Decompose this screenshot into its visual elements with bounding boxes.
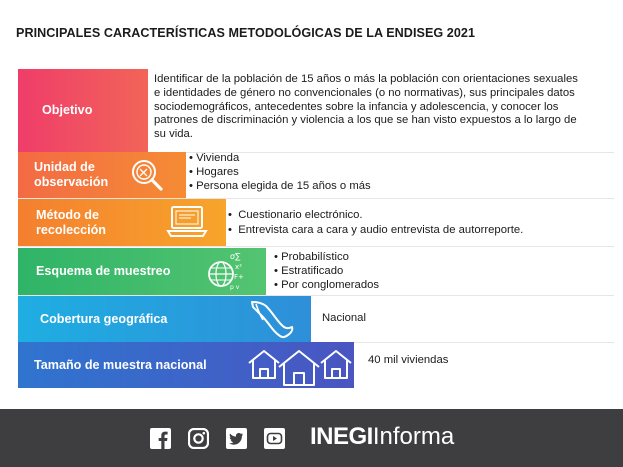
globe-formulas-icon: σ∑ x² F+ p v [208, 252, 244, 291]
row-divider [18, 152, 614, 153]
bullet-text: Hogares [196, 165, 239, 178]
band-label: Unidad de observación [18, 160, 108, 190]
band-label-line: Método de [36, 207, 99, 222]
bullet-item: • Entrevista cara a cara y audio entrevi… [228, 224, 524, 236]
bullet-text: Vivienda [196, 152, 240, 164]
bullet-item: • Vivienda [189, 152, 240, 164]
unidad-bullets: • Vivienda • Hogares • Persona elegida d… [189, 152, 371, 193]
page-title: PRINCIPALES CARACTERÍSTICAS METODOLÓGICA… [16, 26, 475, 40]
row-divider [18, 198, 614, 199]
objetivo-line: sociodemográficos, antecedentes sobre la… [154, 100, 559, 113]
inegi-informa-logo: INEGIInforma [310, 423, 454, 451]
metodo-bullets: • Cuestionario electrónico. • Entrevista… [228, 208, 523, 238]
svg-text:p v: p v [230, 284, 240, 291]
tamano-value: 40 mil viviendas [368, 354, 449, 366]
objetivo-line: e identidades de género no convencionale… [154, 86, 575, 99]
band-label-line: recolección [36, 222, 106, 237]
facebook-icon[interactable] [150, 428, 171, 449]
bullet-item: • Probabilístico [274, 251, 349, 263]
bullet-item: • Por conglomerados [274, 278, 380, 291]
objetivo-line: Identificar de la población de 15 años o… [154, 73, 578, 85]
youtube-icon[interactable] [264, 428, 285, 449]
bullet-text: Entrevista cara a cara y audio entrevist… [238, 224, 524, 236]
bullet-item: • Hogares [189, 165, 239, 178]
twitter-icon[interactable] [226, 428, 247, 449]
band-esquema-muestreo: Esquema de muestreo [18, 248, 266, 295]
instagram-icon[interactable] [188, 428, 209, 449]
band-label: Objetivo [42, 103, 93, 117]
brand-regular: Informa [372, 423, 455, 450]
band-label: Método de recolección [18, 208, 106, 238]
objetivo-line: patrones de discriminación y violencia a… [154, 114, 577, 127]
bullet-text: Persona elegida de 15 años o más [196, 179, 371, 192]
esquema-bullets: • Probabilístico • Estratificado • Por c… [274, 251, 379, 292]
houses-icon [248, 350, 352, 386]
bullet-text: Estratificado [281, 264, 344, 277]
mexico-map-icon [251, 301, 294, 339]
band-label-line: observación [34, 175, 109, 189]
bullet-item: • Estratificado [274, 264, 344, 277]
cobertura-value: Nacional [322, 312, 366, 324]
band-unidad-observacion: Unidad de observación [18, 152, 186, 198]
brand-bold: INEGI [310, 423, 373, 450]
row-divider [18, 246, 614, 247]
bullet-text: Por conglomerados [281, 278, 380, 291]
svg-text:x²: x² [235, 263, 242, 271]
row-divider [18, 295, 614, 296]
magnifier-icon [132, 160, 163, 191]
band-label: Cobertura geográfica [40, 311, 168, 326]
laptop-icon [166, 206, 208, 237]
bullet-text: Cuestionario electrónico. [238, 209, 363, 221]
bullet-item: • Cuestionario electrónico. [228, 209, 363, 221]
svg-text:F+: F+ [234, 273, 244, 281]
band-tamano-muestra: Tamaño de muestra nacional [18, 342, 354, 388]
footer-bar: INEGIInforma [0, 409, 623, 467]
bullet-item: • Persona elegida de 15 años o más [189, 179, 371, 192]
band-label-line: Unidad de [34, 160, 95, 174]
band-label: Esquema de muestreo [36, 264, 171, 278]
svg-text:σ∑: σ∑ [230, 252, 241, 261]
bullet-text: Probabilístico [281, 251, 349, 263]
band-label: Tamaño de muestra nacional [34, 357, 207, 372]
objetivo-text: Identificar de la población de 15 años o… [154, 73, 614, 142]
objetivo-line: su vida. [154, 128, 193, 141]
band-objetivo: Objetivo [18, 69, 148, 152]
